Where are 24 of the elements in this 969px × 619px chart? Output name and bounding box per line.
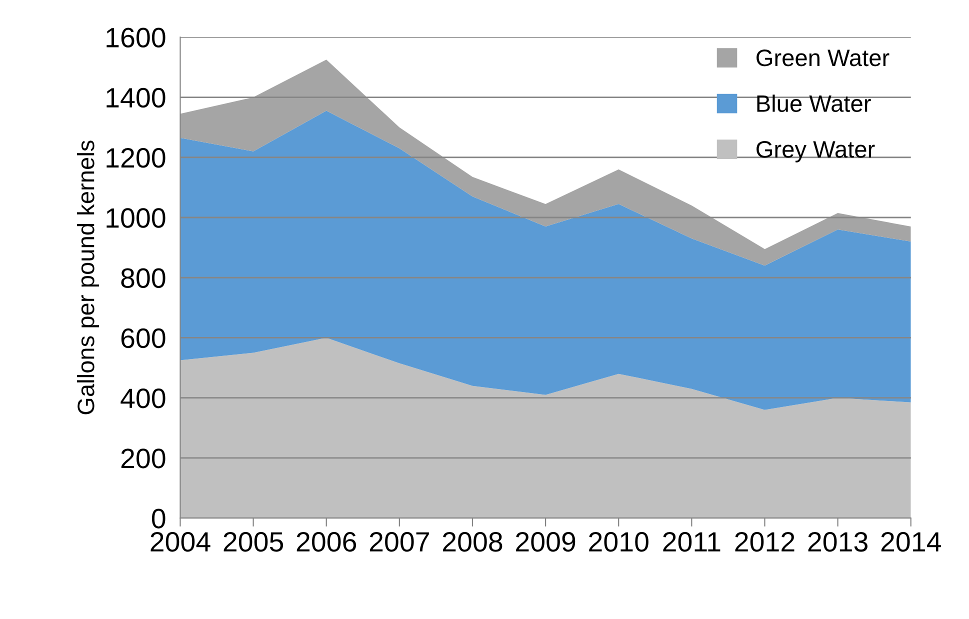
x-tick-label: 2005: [224, 532, 284, 552]
x-tick-label: 2004: [150, 532, 210, 552]
y-tick-label: 600: [121, 328, 166, 348]
x-tick-label: 2012: [735, 532, 794, 552]
x-tick-label: 2009: [516, 532, 576, 552]
x-tick-label: 2014: [881, 532, 941, 552]
y-tick-label: 800: [121, 268, 166, 288]
x-tick-label: 2007: [370, 532, 429, 552]
legend-label: Grey Water: [756, 141, 875, 162]
x-tick-label: 2013: [808, 532, 868, 552]
x-tick-label: 2006: [296, 532, 356, 552]
y-axis-title: Gallons per pound kernels: [76, 140, 99, 414]
x-tick-label: 2010: [589, 532, 648, 552]
legend-label: Green Water: [756, 50, 890, 66]
y-tick-label: 0: [152, 508, 166, 528]
legend-label: Blue Water: [757, 94, 871, 112]
y-tick-label: 1600: [106, 28, 166, 48]
y-tick-label: 200: [121, 448, 166, 468]
y-tick-label: 1000: [106, 208, 166, 228]
y-tick-label: 1200: [106, 148, 166, 168]
y-tick-label: 1400: [106, 88, 166, 108]
x-tick-label: 2008: [442, 532, 502, 552]
y-tick-label: 400: [120, 388, 166, 408]
x-tick-label: 2011: [663, 532, 720, 552]
